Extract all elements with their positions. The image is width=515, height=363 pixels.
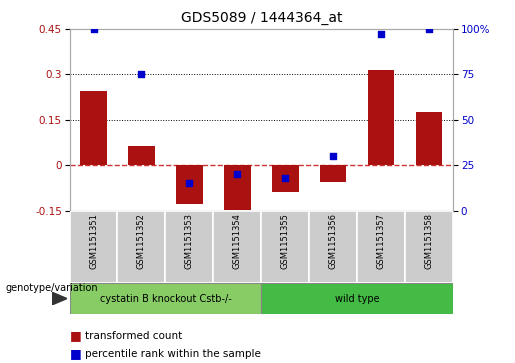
Text: GSM1151356: GSM1151356: [329, 213, 338, 269]
Bar: [416, 112, 442, 165]
Point: [90, 26, 98, 32]
Bar: [117, 211, 165, 283]
Bar: [368, 70, 394, 165]
Bar: [213, 211, 261, 283]
Text: GSM1151353: GSM1151353: [185, 213, 194, 269]
Text: percentile rank within the sample: percentile rank within the sample: [85, 349, 261, 359]
Text: GSM1151357: GSM1151357: [377, 213, 386, 269]
Bar: [272, 165, 299, 192]
Text: GSM1151351: GSM1151351: [89, 213, 98, 269]
Bar: [70, 211, 117, 283]
Point: [425, 26, 433, 32]
Bar: [128, 146, 154, 165]
Point: [329, 153, 337, 159]
Text: ■: ■: [70, 329, 85, 342]
Text: GSM1151358: GSM1151358: [425, 213, 434, 269]
Bar: [70, 283, 261, 314]
Polygon shape: [52, 292, 67, 305]
Text: GSM1151354: GSM1151354: [233, 213, 242, 269]
Bar: [405, 211, 453, 283]
Bar: [261, 211, 310, 283]
Text: genotype/variation: genotype/variation: [5, 283, 98, 293]
Point: [185, 180, 194, 186]
Bar: [320, 165, 347, 182]
Bar: [80, 91, 107, 165]
Bar: [176, 165, 202, 204]
Text: cystatin B knockout Cstb-/-: cystatin B knockout Cstb-/-: [99, 294, 231, 303]
Bar: [165, 211, 213, 283]
Bar: [310, 211, 357, 283]
Bar: [261, 283, 453, 314]
Text: GSM1151352: GSM1151352: [137, 213, 146, 269]
Point: [233, 171, 242, 177]
Text: ■: ■: [70, 347, 85, 360]
Point: [138, 72, 146, 77]
Bar: [357, 211, 405, 283]
Bar: [224, 165, 251, 210]
Title: GDS5089 / 1444364_at: GDS5089 / 1444364_at: [181, 11, 342, 25]
Point: [377, 32, 385, 37]
Text: transformed count: transformed count: [85, 331, 182, 341]
Text: wild type: wild type: [335, 294, 380, 303]
Text: GSM1151355: GSM1151355: [281, 213, 290, 269]
Point: [281, 175, 289, 181]
